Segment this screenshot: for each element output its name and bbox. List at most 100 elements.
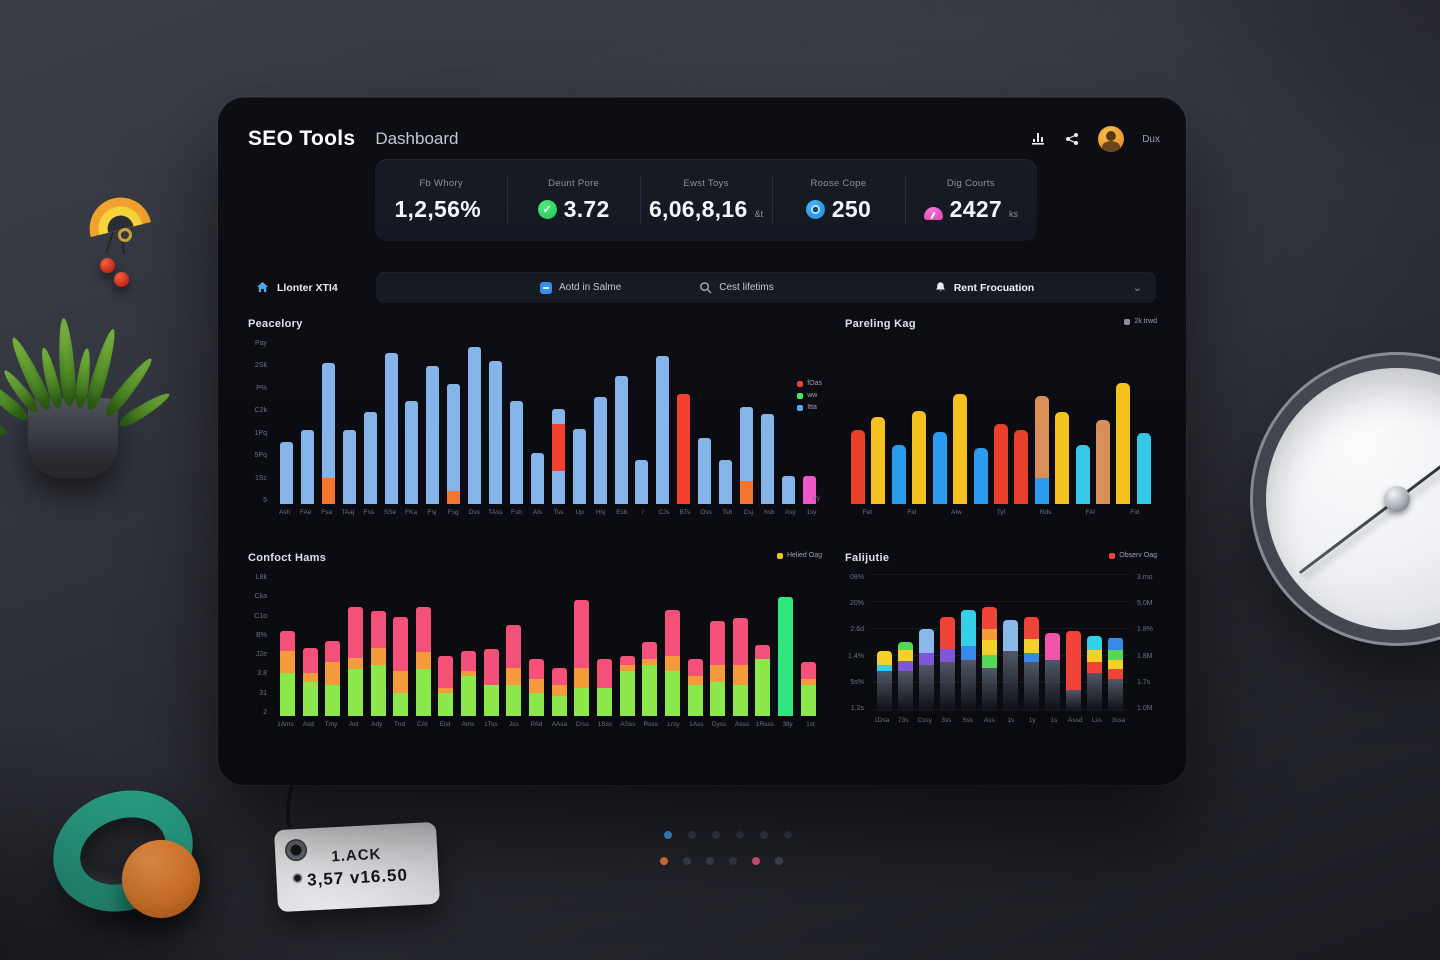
- bar: [1024, 616, 1039, 712]
- pagination-dots-row1[interactable]: [664, 831, 792, 839]
- bar: [483, 649, 499, 716]
- stat-value: 2427: [949, 195, 1003, 222]
- bar: [619, 656, 635, 716]
- price-tag: 1.ACK 3,57 v16.50: [273, 821, 441, 913]
- bar: [891, 444, 906, 504]
- bar: [961, 609, 976, 712]
- stat-card: Dig Courts 2427 ks: [904, 159, 1037, 241]
- pagination-dot[interactable]: [729, 857, 737, 865]
- pagination-dot[interactable]: [688, 831, 696, 839]
- bar: [1066, 630, 1081, 712]
- share-icon[interactable]: [1064, 131, 1080, 147]
- bar: [677, 394, 691, 504]
- bar: [802, 476, 816, 504]
- bar: [384, 353, 398, 504]
- tag-hole: [292, 872, 303, 884]
- keyring: [118, 228, 132, 242]
- cherry-stem: [105, 231, 114, 254]
- bar: [919, 629, 934, 712]
- y-axis: L8k Cka C1o B% J2e 3.8 31 2: [254, 574, 267, 716]
- y-axis: Pay 2Sk P% C2k 1Pq 5Pq 1Sc 5: [254, 340, 267, 504]
- filter-group: Aotd in Salme Cest lifetims Rent Frocuat…: [376, 272, 1156, 303]
- chart-legend: 2k trwd: [1124, 318, 1157, 325]
- chart-title: Pareling Kag: [845, 318, 916, 330]
- bar: [393, 616, 409, 716]
- pagination-dot[interactable]: [760, 831, 768, 839]
- user-avatar[interactable]: [1098, 126, 1125, 152]
- clock-hub: [1384, 486, 1410, 512]
- pagination-dot[interactable]: [664, 831, 672, 839]
- bar: [509, 400, 523, 504]
- legend-item: fOas: [797, 380, 822, 387]
- chevron-down-icon[interactable]: ⌄: [1132, 282, 1142, 294]
- tag-text-line2: 3,57 v16.50: [306, 864, 409, 890]
- filter-item-search[interactable]: Cest lifetims: [699, 281, 774, 294]
- bars: [845, 340, 1157, 504]
- filter-label: Aotd in Salme: [559, 282, 622, 293]
- bars: [274, 574, 822, 716]
- bar: [953, 394, 968, 504]
- filter-item-alerts[interactable]: Rent Frocuation: [934, 281, 1034, 294]
- bars: [274, 340, 822, 504]
- filter-label: Llonter XTI4: [277, 281, 338, 294]
- chart-panel-bottom-right: Falijutie Observ Oag 08% 20% 2.6d 1.4% 5s% 1.…: [845, 552, 1157, 755]
- bar: [596, 659, 612, 716]
- tag-grommet: [284, 838, 308, 862]
- stat-value: 6,06,8,16: [648, 195, 748, 222]
- chart-panel-top-right: Pareling Kag 2k trwd Fet Fid AIw Tyf Rds FAl F…: [845, 318, 1157, 546]
- bar: [447, 384, 461, 504]
- stat-label: Fb Whory: [419, 177, 463, 189]
- pagination-dot[interactable]: [712, 831, 720, 839]
- bar: [642, 642, 658, 716]
- pagination-dot[interactable]: [706, 857, 714, 865]
- legend-item: Helied Oag: [776, 552, 822, 559]
- bar: [1136, 433, 1151, 504]
- bar: [347, 606, 363, 716]
- plot-area: [274, 574, 822, 716]
- bar: [940, 616, 955, 712]
- bar: [529, 659, 545, 716]
- app-brand: SEO Tools: [248, 127, 356, 150]
- bar: [1075, 444, 1090, 504]
- stat-value: 250: [831, 195, 872, 222]
- pagination-dot[interactable]: [660, 857, 668, 865]
- bar: [1055, 412, 1070, 504]
- x-axis: 1Ams Asd Tmy Ast Ady Tnd CAt Elst Ams 1Tss Jss PAd A…: [277, 721, 815, 728]
- chart-legend: Helied Oag: [776, 552, 822, 559]
- bar: [993, 423, 1008, 504]
- filter-tab-home[interactable]: Llonter XTI4: [248, 281, 376, 294]
- stat-card: Fb Whory 1,2,56%: [375, 159, 507, 241]
- bar: [698, 438, 712, 504]
- bar: [461, 650, 477, 716]
- bar: [973, 448, 988, 504]
- clock-hand: [1298, 424, 1440, 574]
- bar: [1096, 420, 1111, 504]
- pagination-dot[interactable]: [683, 857, 691, 865]
- bar: [405, 400, 419, 504]
- pagination-dot[interactable]: [775, 857, 783, 865]
- pagination-dot[interactable]: [784, 831, 792, 839]
- stat-label: Deunt Pore: [548, 177, 600, 189]
- filter-bar: Llonter XTI4 Aotd in Salme Cest lifetims…: [248, 272, 1156, 303]
- legend-item: ww: [797, 392, 817, 399]
- pagination-dot[interactable]: [736, 831, 744, 839]
- stat-value: 3.72: [563, 195, 610, 222]
- bar: [506, 625, 522, 716]
- bar: [1014, 430, 1029, 504]
- plot-area: 1/y: [274, 340, 822, 504]
- bar: [325, 640, 341, 716]
- donut-icon: [805, 199, 825, 219]
- filter-item-report[interactable]: Aotd in Salme: [540, 281, 622, 294]
- filter-label: Cest lifetims: [719, 282, 774, 293]
- pagination-dot[interactable]: [752, 857, 760, 865]
- pagination-dots-row2[interactable]: [660, 857, 783, 865]
- bar: [551, 667, 567, 716]
- gauge-icon: [923, 206, 943, 220]
- bar: [898, 641, 913, 712]
- bar: [1116, 382, 1131, 504]
- page-title: Dashboard: [375, 129, 459, 148]
- chart-icon[interactable]: [1030, 131, 1046, 147]
- chart-legend: Observ Oag: [1109, 552, 1157, 559]
- chart-note: 1/y: [811, 495, 820, 502]
